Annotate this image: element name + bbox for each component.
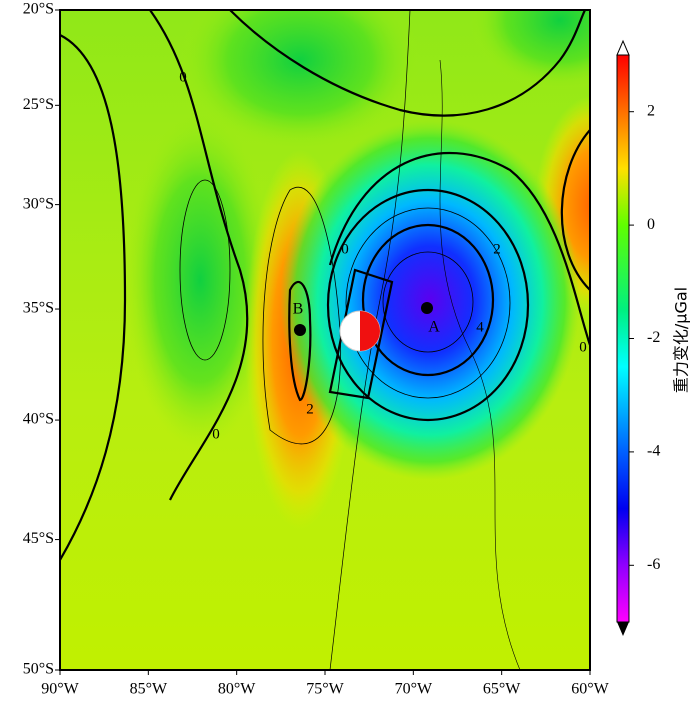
colorbar-tick-label: -4 bbox=[647, 443, 660, 460]
point-label: B bbox=[293, 301, 304, 318]
colorbar-tick-label: 2 bbox=[647, 102, 655, 119]
colorbar-tick-label: -2 bbox=[647, 329, 660, 346]
lon-tick-label: 85°W bbox=[130, 681, 168, 698]
colorbar-bottom bbox=[617, 622, 629, 636]
colorbar bbox=[616, 54, 630, 623]
lon-tick-label: 70°W bbox=[395, 681, 433, 698]
lon-tick-label: 60°W bbox=[571, 681, 609, 698]
contour-label: 4 bbox=[476, 319, 484, 335]
lat-tick-label: 45°S bbox=[23, 530, 54, 547]
lon-tick-label: 75°W bbox=[306, 681, 344, 698]
lat-tick-label: 25°S bbox=[23, 96, 54, 113]
contour-label: 0 bbox=[341, 241, 349, 257]
lat-tick-label: 50°S bbox=[23, 661, 54, 678]
colorbar-top bbox=[616, 39, 630, 56]
colorbar-label: 重力变化/μGal bbox=[672, 287, 691, 393]
lat-tick-label: 20°S bbox=[23, 1, 54, 18]
lon-tick-label: 80°W bbox=[218, 681, 256, 698]
lat-tick-label: 35°S bbox=[23, 300, 54, 317]
contour-label: 0 bbox=[579, 339, 587, 355]
contour-label: 0 bbox=[179, 69, 187, 85]
field bbox=[60, 10, 590, 670]
contour-label: 2 bbox=[493, 241, 501, 257]
contour-label: 2 bbox=[306, 401, 314, 417]
contour-label: 0 bbox=[212, 426, 220, 442]
colorbar-tick-label: -6 bbox=[647, 556, 660, 573]
lat-tick-label: 40°S bbox=[23, 411, 54, 428]
lon-tick-label: 65°W bbox=[483, 681, 521, 698]
lat-tick-label: 30°S bbox=[23, 195, 54, 212]
colorbar-tick-label: 0 bbox=[647, 216, 655, 233]
point-label: A bbox=[428, 319, 440, 336]
lon-tick-label: 90°W bbox=[41, 681, 79, 698]
